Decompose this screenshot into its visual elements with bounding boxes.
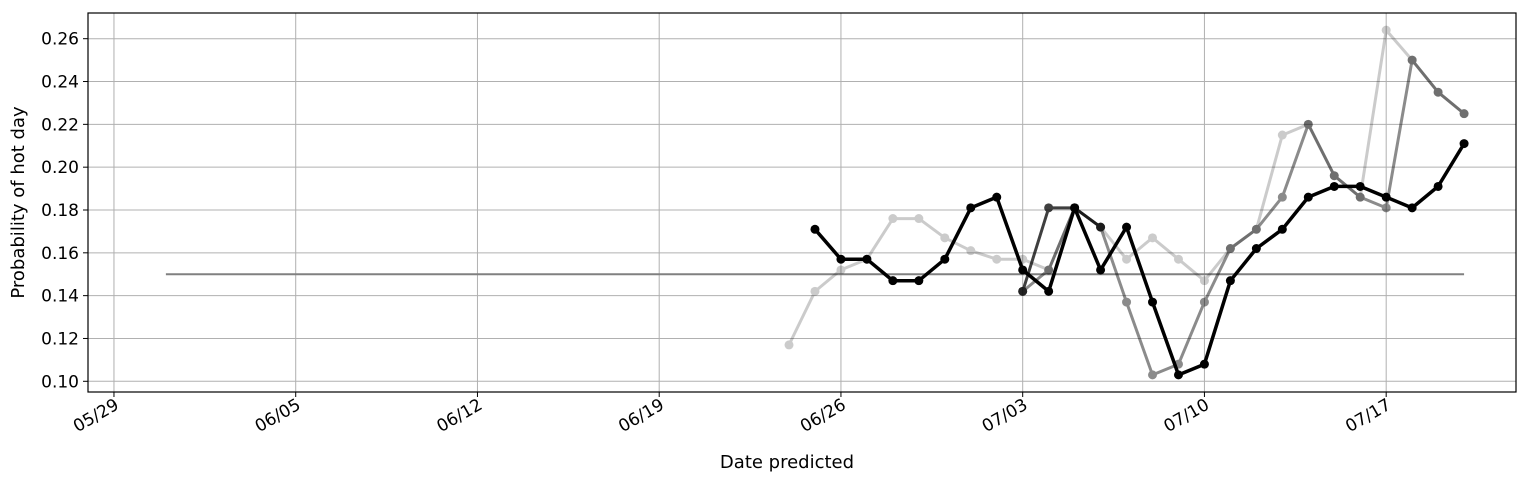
- series-0-point: [836, 265, 846, 275]
- series-0-point: [1199, 276, 1209, 286]
- series-0-line: [787, 28, 1466, 346]
- series-1-point: [1225, 244, 1235, 254]
- series-0-point: [1044, 265, 1054, 275]
- y-tick-label: 0.26: [41, 30, 79, 50]
- series-3-point: [888, 276, 898, 286]
- series-0-point: [1355, 192, 1365, 202]
- series-3-point: [1355, 181, 1365, 191]
- series-3-point: [1070, 203, 1080, 213]
- y-tick-label: 0.16: [41, 244, 79, 264]
- series-2-point: [1096, 222, 1106, 232]
- series-0-point: [1148, 233, 1158, 243]
- x-tick-label: 06/12: [434, 395, 486, 437]
- series-0-point: [1407, 55, 1417, 65]
- series-3-point: [1251, 244, 1261, 254]
- x-axis-ticks: 05/29 06/05 06/12 06/19 06/26 07/03 07/10 07/17: [70, 392, 1395, 437]
- series-3-point: [914, 276, 924, 286]
- series-0-point: [1303, 119, 1313, 129]
- series-3-point: [1433, 181, 1443, 191]
- series-0-point: [810, 286, 820, 296]
- series-0-point: [1173, 254, 1183, 264]
- series-3: [810, 139, 1469, 380]
- series-3-point: [1225, 276, 1235, 286]
- series-0-point: [1225, 244, 1235, 254]
- x-tick-label: 07/03: [979, 395, 1031, 437]
- series-3-point: [862, 254, 872, 264]
- series-0-point: [1329, 171, 1339, 181]
- series-3-point: [1407, 203, 1417, 213]
- series-3-point: [992, 192, 1002, 202]
- series-0-point: [1122, 254, 1132, 264]
- series-3-point: [1459, 139, 1469, 149]
- series-1-point: [1459, 109, 1469, 119]
- x-tick-label: 06/19: [615, 395, 667, 437]
- series-3-point: [1096, 265, 1106, 275]
- x-tick-label: 05/29: [70, 395, 122, 437]
- series-0-point: [1459, 109, 1469, 119]
- y-axis-ticks: 0.10 0.12 0.14 0.16 0.18 0.20 0.22 0.24 0.26: [41, 30, 88, 392]
- series-3-point: [1018, 265, 1028, 275]
- series-0-point: [1251, 224, 1261, 234]
- y-tick-label: 0.12: [41, 329, 79, 349]
- series-1-point: [1329, 171, 1339, 181]
- y-tick-label: 0.10: [41, 372, 79, 392]
- series-0-point: [966, 246, 976, 256]
- series-2-line: [1021, 206, 1102, 292]
- x-axis-label: Date predicted: [720, 452, 854, 473]
- series-1-point: [1433, 87, 1443, 97]
- x-tick-label: 06/26: [797, 395, 849, 437]
- series-0-point: [888, 214, 898, 224]
- series-1-point: [1407, 55, 1417, 65]
- series-3-point: [1173, 370, 1183, 380]
- series-0-point: [992, 254, 1002, 264]
- series-3-point: [966, 203, 976, 213]
- series-3-point: [1303, 192, 1313, 202]
- series-3-point: [940, 254, 950, 264]
- series-3-point: [836, 254, 846, 264]
- plot-frame: [87, 12, 1517, 393]
- series-3-point: [1329, 181, 1339, 191]
- series-3-point: [810, 224, 820, 234]
- y-tick-label: 0.14: [41, 287, 79, 307]
- series-1-point: [1303, 119, 1313, 129]
- series-0-point: [1433, 87, 1443, 97]
- series-1-point: [1381, 203, 1391, 213]
- x-tick-label: 06/05: [252, 395, 304, 437]
- y-tick-label: 0.24: [41, 73, 79, 93]
- x-tick-label: 07/17: [1342, 395, 1394, 437]
- series-0-point: [940, 233, 950, 243]
- series-3-point: [1044, 286, 1054, 296]
- y-tick-label: 0.18: [41, 201, 79, 221]
- series-1-point: [1148, 370, 1158, 380]
- series-3-point: [1381, 192, 1391, 202]
- y-axis-label: Probability of hot day: [8, 106, 29, 299]
- grid: [88, 13, 1516, 392]
- series-3-point: [1277, 224, 1287, 234]
- series-group: [784, 25, 1469, 380]
- series-0-point: [1277, 130, 1287, 140]
- series-1-point: [1355, 192, 1365, 202]
- series-1-point: [1251, 224, 1261, 234]
- series-1-point: [1122, 297, 1132, 307]
- series-0-point: [1381, 25, 1391, 35]
- series-1-point: [1277, 192, 1287, 202]
- x-tick-label: 07/10: [1161, 395, 1213, 437]
- series-2-point: [1018, 286, 1028, 296]
- series-3-point: [1148, 297, 1158, 307]
- series-0-point: [914, 214, 924, 224]
- series-0-point: [784, 340, 794, 350]
- series-3-point: [1122, 222, 1132, 232]
- series-1-point: [1199, 297, 1209, 307]
- y-tick-label: 0.20: [41, 158, 79, 178]
- y-tick-label: 0.22: [41, 115, 79, 135]
- series-1-point: [1044, 265, 1054, 275]
- series-2-point: [1044, 203, 1054, 213]
- series-3-point: [1199, 359, 1209, 369]
